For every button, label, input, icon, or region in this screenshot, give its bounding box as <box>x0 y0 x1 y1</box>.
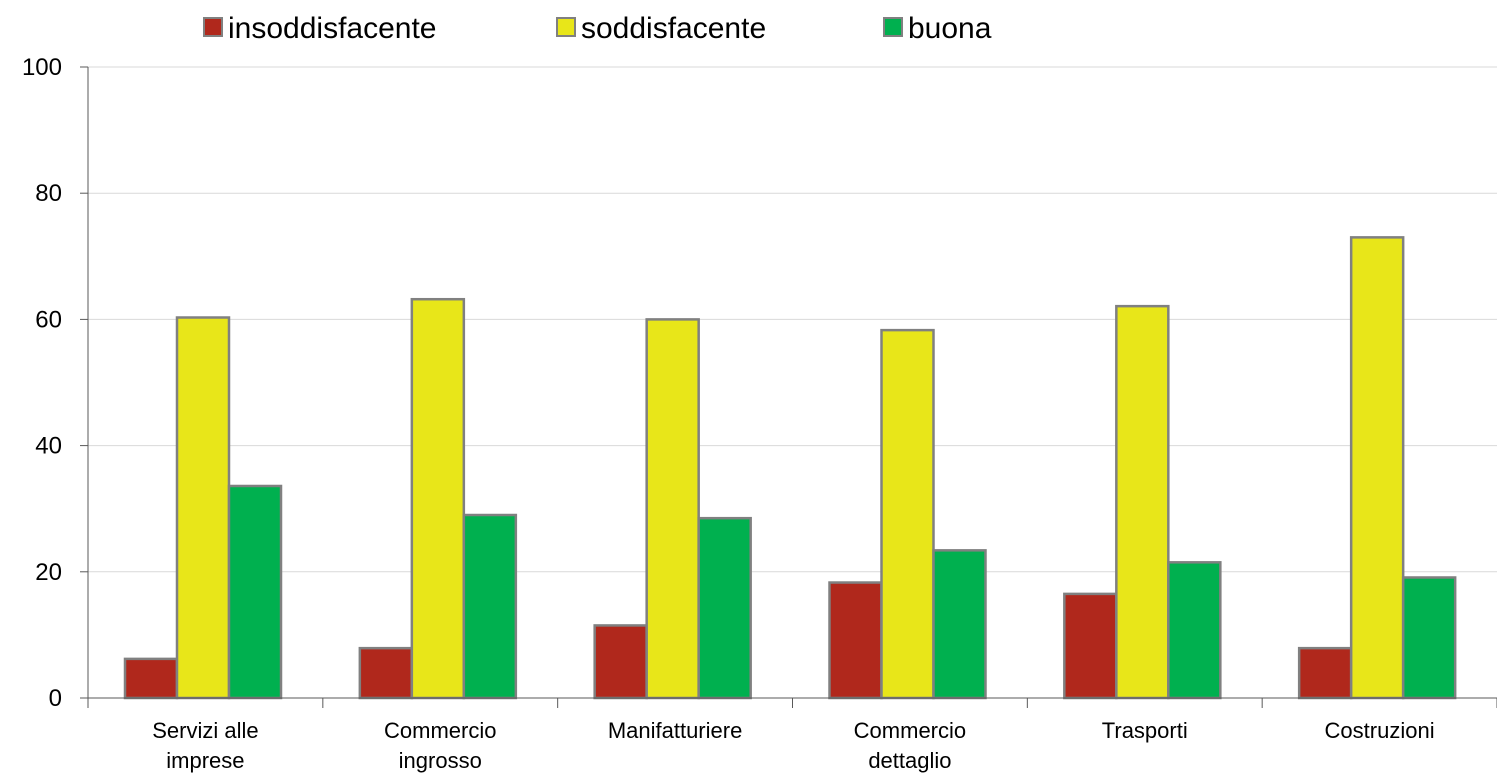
bar-buona <box>1167 561 1222 700</box>
bar-buona <box>1401 576 1457 700</box>
bar-insoddisfacente <box>593 624 648 700</box>
bar-insoddisfacente <box>1297 646 1353 700</box>
bar-buona <box>932 549 987 700</box>
x-category-label: Trasporti <box>1102 718 1188 743</box>
bar-insoddisfacente <box>123 657 179 700</box>
bar-buona <box>462 513 518 700</box>
y-tick-label: 0 <box>49 685 62 712</box>
legend-label: soddisfacente <box>581 12 766 45</box>
axes <box>87 67 1497 708</box>
bar-insoddisfacente <box>1063 592 1118 700</box>
x-category-label: Costruzioni <box>1325 718 1435 743</box>
bar-insoddisfacente <box>358 646 414 700</box>
bar-soddisfacente <box>410 297 466 700</box>
x-category-label: Commercio dettaglio <box>854 718 966 773</box>
gridlines <box>80 66 1497 699</box>
legend-swatch-insoddisfacente <box>203 17 223 37</box>
legend-swatch-soddisfacente <box>556 17 576 37</box>
x-axis-category-labels: Servizi alle imprese Commercio ingrosso Mani… <box>152 718 1434 773</box>
legend-label: buona <box>908 12 992 45</box>
bar-soddisfacente <box>1349 236 1405 700</box>
bar-soddisfacente <box>1115 304 1170 700</box>
bar-buona <box>227 484 283 700</box>
x-category-label: Commercio ingrosso <box>384 718 496 773</box>
bar-insoddisfacente <box>828 581 883 700</box>
x-category-label: Manifatturiere <box>608 718 743 743</box>
y-tick-label: 40 <box>35 433 62 460</box>
bar-group <box>123 236 1457 700</box>
bar-soddisfacente <box>645 318 700 700</box>
legend: insoddisfacente soddisfacente buona <box>203 12 992 45</box>
x-category-label: Servizi alle imprese <box>152 718 258 773</box>
y-tick-label: 60 <box>35 306 62 333</box>
y-axis-tick-labels: 0 20 40 60 80 100 <box>22 54 62 712</box>
y-tick-label: 100 <box>22 54 62 81</box>
bar-buona <box>697 516 752 700</box>
y-tick-label: 80 <box>35 180 62 207</box>
legend-swatch-buona <box>883 17 903 37</box>
bar-soddisfacente <box>880 328 935 700</box>
y-tick-label: 20 <box>35 559 62 586</box>
legend-label: insoddisfacente <box>228 12 436 45</box>
bar-soddisfacente <box>175 316 231 700</box>
